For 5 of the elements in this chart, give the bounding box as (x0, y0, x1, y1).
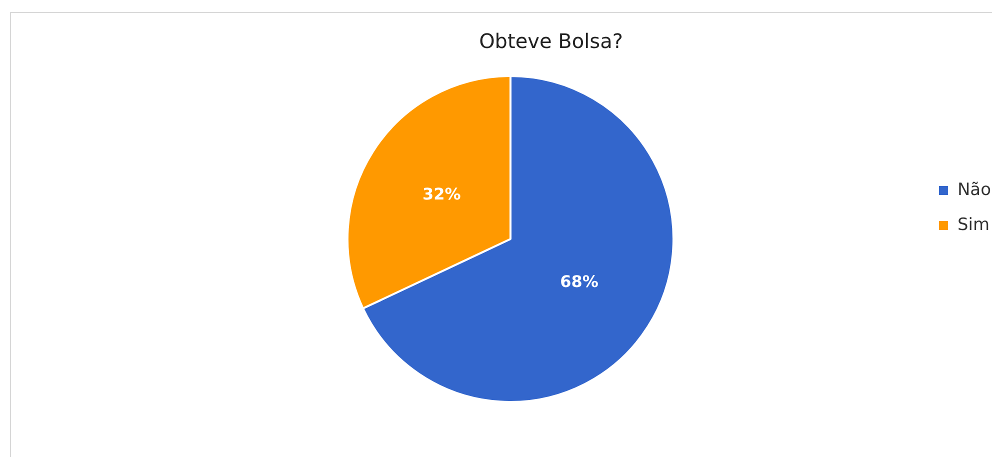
legend-label: Não (957, 180, 992, 200)
legend-label: Sim (957, 214, 990, 235)
data-label: 32% (422, 184, 461, 204)
chart-title: Obteve Bolsa? (479, 29, 623, 54)
data-label: 68% (560, 272, 598, 291)
